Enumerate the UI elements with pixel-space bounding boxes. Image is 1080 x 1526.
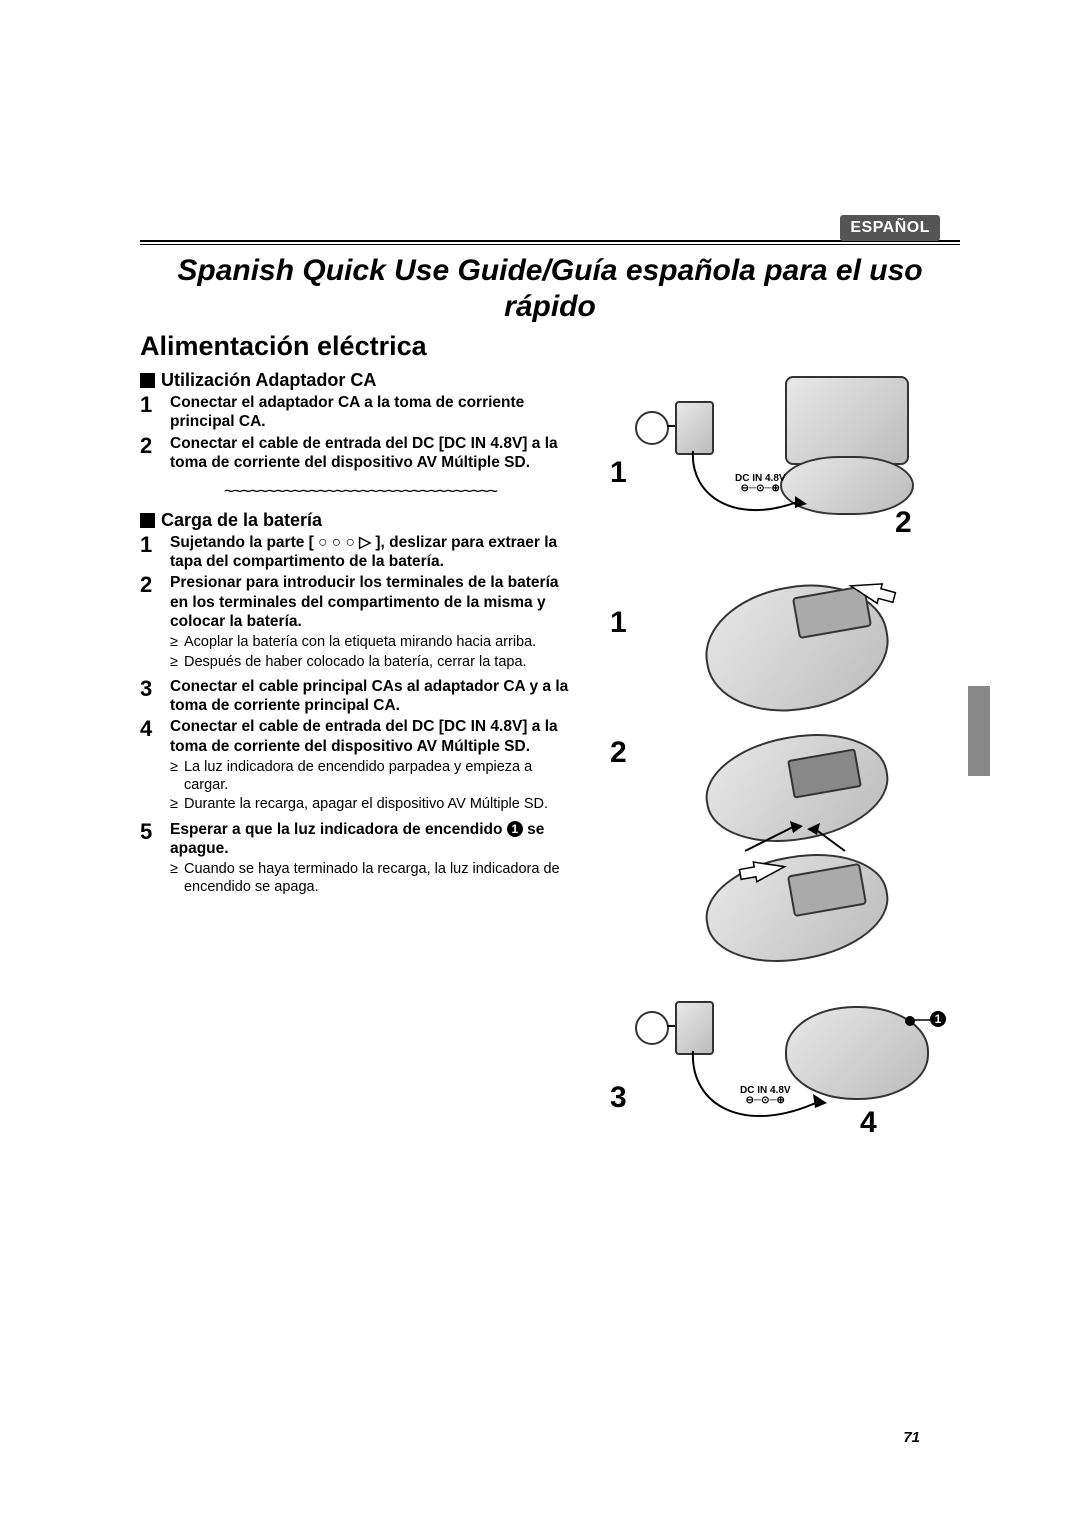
battery-step-2: 2 Presionar para introducir los terminal… [140, 573, 580, 631]
circled-1-icon: 1 [507, 821, 523, 837]
battery-step-5: 5 Esperar a que la luz indicadora de enc… [140, 820, 580, 859]
step-body: Conectar el cable de entrada del DC [DC … [170, 434, 580, 473]
page-title: Spanish Quick Use Guide/Guía española pa… [140, 253, 960, 325]
battery-step-2-bullets: Acoplar la batería con la etiqueta miran… [170, 633, 580, 670]
bullet-box-icon [140, 513, 155, 528]
fig2-num-2: 2 [610, 736, 627, 770]
fig1-num-2: 2 [895, 506, 912, 540]
battery-step-1: 1 Sujetando la parte [ ○ ○ ○ ▷ ], desliz… [140, 533, 580, 572]
step-num: 5 [140, 820, 162, 859]
bullet: Cuando se haya terminado la recarga, la … [170, 860, 580, 896]
divider: ~~~~~~~~~~~~~~~~~~~~~~~~~~~~~~~~ [140, 481, 580, 502]
figure-battery-insert: 2 [635, 736, 935, 966]
step-num: 2 [140, 573, 162, 631]
close-arrow-icon [735, 856, 805, 896]
page-tab [968, 686, 990, 776]
step-num: 2 [140, 434, 162, 473]
step-num: 1 [140, 393, 162, 432]
figure-battery-open: 1 [635, 576, 935, 736]
subhead-battery-text: Carga de la batería [161, 510, 322, 531]
battery-step-3: 3 Conectar el cable principal CAs al ada… [140, 677, 580, 716]
bullet-box-icon [140, 373, 155, 388]
subhead-adapter-text: Utilización Adaptador CA [161, 370, 376, 391]
fig1-num-1: 1 [610, 456, 627, 490]
left-column: Utilización Adaptador CA 1 Conectar el a… [140, 366, 580, 1176]
step-num: 3 [140, 677, 162, 716]
step-body: Presionar para introducir los terminales… [170, 573, 580, 631]
step-body: Esperar a que la luz indicadora de encen… [170, 820, 580, 859]
fig2-num-1: 1 [610, 606, 627, 640]
cable [635, 976, 935, 1166]
fig3-num-4: 4 [860, 1106, 877, 1140]
adapter-step-1: 1 Conectar el adaptador CA a la toma de … [140, 393, 580, 432]
step-num: 4 [140, 717, 162, 756]
rule-top [140, 240, 960, 245]
subhead-battery: Carga de la batería [140, 510, 580, 531]
battery-step-5-bullets: Cuando se haya terminado la recarga, la … [170, 860, 580, 896]
adapter-step-2: 2 Conectar el cable de entrada del DC [D… [140, 434, 580, 473]
slide-arrow-icon [845, 576, 905, 616]
bullet: Después de haber colocado la batería, ce… [170, 653, 580, 671]
fig3-num-3: 3 [610, 1081, 627, 1115]
step-num: 1 [140, 533, 162, 572]
figure-charging: 1 3 4 DC IN 4.8V⊖─⊙─⊕ [635, 976, 935, 1166]
section-title: Alimentación eléctrica [140, 331, 960, 362]
step-body: Conectar el cable de entrada del DC [DC … [170, 717, 580, 756]
step-body: Conectar el cable principal CAs al adapt… [170, 677, 580, 716]
cable [635, 376, 935, 566]
step-body: Conectar el adaptador CA a la toma de co… [170, 393, 580, 432]
dcin-label: DC IN 4.8V⊖─⊙─⊕ [740, 1086, 791, 1106]
subhead-adapter: Utilización Adaptador CA [140, 370, 580, 391]
page-number: 71 [903, 1429, 920, 1446]
bullet: La luz indicadora de encendido parpadea … [170, 758, 580, 794]
bullet: Durante la recarga, apagar el dispositiv… [170, 795, 580, 813]
step-body: Sujetando la parte [ ○ ○ ○ ▷ ], deslizar… [170, 533, 580, 572]
dcin-label: DC IN 4.8V⊖─⊙─⊕ [735, 474, 786, 494]
bullet: Acoplar la batería con la etiqueta miran… [170, 633, 580, 651]
right-column: 1 2 DC IN 4.8V⊖─⊙─⊕ 1 2 [610, 366, 960, 1176]
language-badge: ESPAÑOL [840, 215, 940, 241]
battery-step-4: 4 Conectar el cable de entrada del DC [D… [140, 717, 580, 756]
figure-adapter: 1 2 DC IN 4.8V⊖─⊙─⊕ [635, 376, 935, 566]
battery-step-4-bullets: La luz indicadora de encendido parpadea … [170, 758, 580, 813]
